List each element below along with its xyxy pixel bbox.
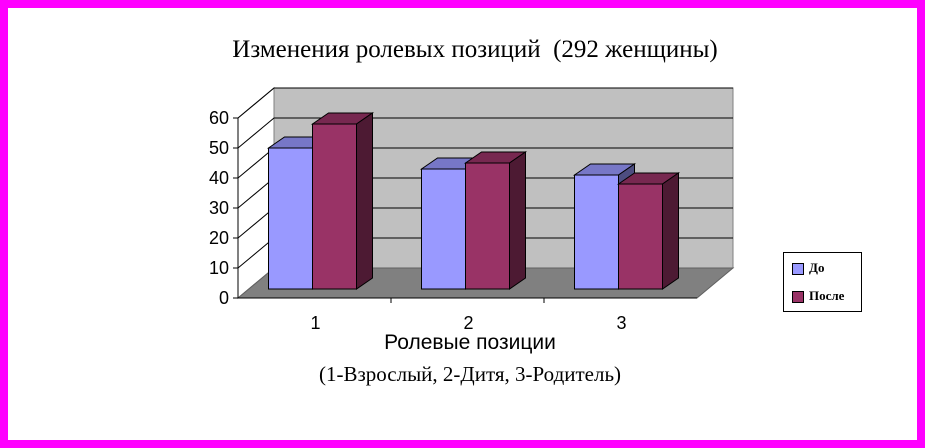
legend-swatch-series-1 (792, 263, 804, 276)
gridline (237, 87, 733, 119)
y-tick-label: 10 (209, 258, 229, 278)
y-tick-label: 40 (209, 168, 229, 188)
bar-2-cat-2 (465, 162, 510, 290)
y-tick-label: 0 (219, 288, 229, 308)
bar-side-2-cat-2 (509, 151, 526, 290)
legend-item-series-2: После (792, 288, 845, 304)
chart-title: Изменения ролевых позиций (292 женщины) (232, 36, 718, 63)
y-tick-label: 60 (209, 108, 229, 128)
x-tick-label: 1 (310, 313, 320, 333)
bar-side-2-cat-3 (662, 172, 679, 290)
x-axis-note: (1-Взрослый, 2-Дитя, 3-Родитель) (318, 362, 622, 386)
bar-2-cat-3 (618, 183, 663, 290)
x-axis-label: Ролевые позиции (384, 331, 556, 354)
legend-label-series-1: До (809, 260, 825, 275)
gridline (237, 117, 733, 149)
chart-legend: До После (783, 252, 862, 312)
y-tick-label: 30 (209, 198, 229, 218)
y-tick-label: 50 (209, 138, 229, 158)
bar-1-cat-3 (574, 174, 619, 290)
legend-swatch-series-2 (792, 291, 804, 304)
bar-side-2-cat-1 (356, 112, 373, 290)
x-tick-label: 3 (616, 313, 626, 333)
legend-item-series-1: До (792, 260, 825, 276)
legend-label-series-2: После (809, 288, 845, 303)
bar-1-cat-2 (421, 168, 466, 290)
x-tick-label: 2 (463, 313, 473, 333)
y-tick-label: 20 (209, 228, 229, 248)
bar-1-cat-1 (268, 147, 313, 290)
bar-2-cat-1 (312, 123, 357, 290)
